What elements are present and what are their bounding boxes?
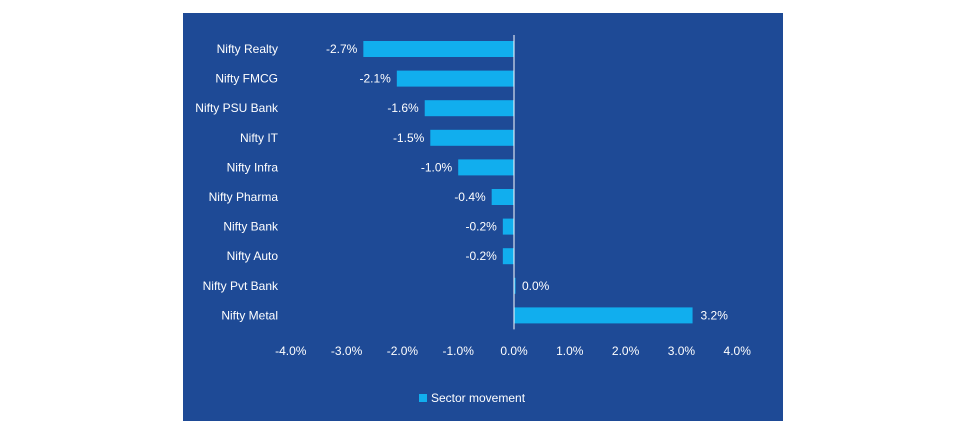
category-label: Nifty Infra	[227, 160, 279, 174]
bar	[502, 218, 514, 235]
data-label: 3.2%	[701, 308, 729, 322]
category-label: Nifty Auto	[227, 249, 279, 263]
x-tick-label: -3.0%	[331, 344, 363, 358]
data-label: -0.4%	[454, 190, 486, 204]
category-label: Nifty Pvt Bank	[203, 279, 279, 293]
category-label: Nifty Bank	[223, 220, 279, 234]
bar	[514, 277, 516, 294]
bar	[430, 129, 514, 146]
x-tick-label: 1.0%	[556, 344, 584, 358]
data-label: -2.7%	[326, 42, 358, 56]
data-label: -1.5%	[393, 131, 425, 145]
x-tick-label: 4.0%	[724, 344, 752, 358]
bar	[363, 41, 514, 57]
data-label: 0.0%	[522, 279, 550, 293]
x-tick-label: -1.0%	[443, 344, 475, 358]
bars-layer	[363, 41, 693, 324]
bar	[502, 248, 514, 265]
data-labels: -2.7% -2.1% -1.6% -1.5% -1.0% -0.4% -0.2% -0.2%…	[326, 42, 728, 322]
sector-movement-chart: Nifty Realty Nifty FMCG Nifty PSU Bank Nift…	[195, 35, 751, 405]
data-label: -1.6%	[387, 101, 419, 115]
legend-swatch	[419, 394, 427, 402]
category-label: Nifty Realty	[217, 42, 278, 56]
bar	[396, 70, 514, 87]
category-label: Nifty Metal	[221, 308, 278, 322]
x-tick-label: 0.0%	[500, 344, 528, 358]
category-label: Nifty PSU Bank	[195, 101, 279, 115]
x-tick-label: -4.0%	[275, 344, 307, 358]
bar	[491, 189, 514, 205]
x-tick-label: -2.0%	[387, 344, 419, 358]
bar	[424, 100, 514, 117]
x-tick-label: 3.0%	[668, 344, 696, 358]
category-label: Nifty IT	[240, 131, 279, 145]
category-label: Nifty FMCG	[215, 72, 278, 86]
category-label: Nifty Pharma	[209, 190, 279, 204]
bar	[458, 159, 514, 176]
category-labels: Nifty Realty Nifty FMCG Nifty PSU Bank Nift…	[195, 42, 279, 322]
legend-label: Sector movement	[431, 391, 526, 405]
data-label: -0.2%	[465, 249, 497, 263]
chart-panel: Nifty Realty Nifty FMCG Nifty PSU Bank Nift…	[183, 13, 783, 421]
data-label: -0.2%	[465, 220, 497, 234]
data-label: -1.0%	[421, 160, 453, 174]
data-label: -2.1%	[359, 72, 391, 86]
legend: Sector movement	[419, 391, 526, 405]
x-tick-label: 2.0%	[612, 344, 640, 358]
x-axis-tick-labels: -4.0% -3.0% -2.0% -1.0% 0.0% 1.0% 2.0% 3.0% 4.0%	[275, 344, 751, 358]
bar	[514, 307, 693, 324]
